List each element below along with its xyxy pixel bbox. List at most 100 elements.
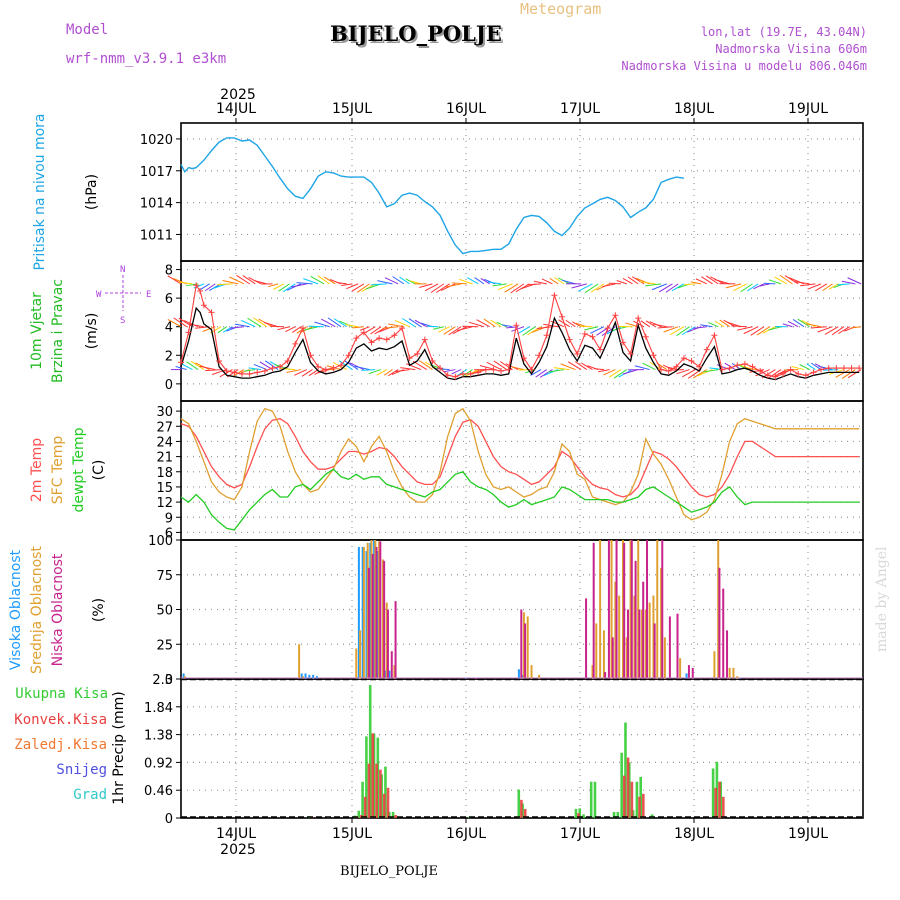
meteogram-label: Meteogram bbox=[520, 0, 601, 18]
wind-arrow bbox=[658, 283, 673, 293]
precip-bar bbox=[612, 811, 616, 818]
cloud-bar bbox=[365, 551, 368, 679]
gust-marker bbox=[360, 329, 367, 336]
wind-arrow bbox=[548, 369, 564, 373]
wind-arrow bbox=[590, 326, 605, 334]
cloud-label-mid: Srednja Oblacnost bbox=[29, 546, 45, 674]
wind-arrow bbox=[236, 274, 250, 285]
gust-marker bbox=[619, 339, 626, 346]
gust-marker bbox=[376, 335, 383, 342]
gust-marker bbox=[444, 372, 451, 379]
wind-arrow bbox=[767, 369, 782, 379]
model-altitude-text: Nadmorska Visina u modelu 806.046m bbox=[621, 59, 867, 73]
y-tick-label: 24 bbox=[156, 435, 173, 450]
wind-arrow bbox=[695, 278, 707, 285]
wind-arrow bbox=[451, 369, 462, 375]
gust-marker bbox=[338, 362, 345, 369]
cloud-bar bbox=[300, 673, 303, 679]
temp-line-1 bbox=[180, 407, 860, 521]
cloud-bar bbox=[381, 559, 384, 679]
wind-arrow bbox=[657, 326, 673, 329]
wind-arrow bbox=[483, 318, 496, 328]
y-tick-label: 2 bbox=[165, 349, 173, 364]
wind-arrow bbox=[824, 326, 839, 335]
panel-frame bbox=[180, 122, 864, 262]
gust-marker bbox=[795, 370, 802, 377]
wind-arrow bbox=[167, 318, 182, 328]
wind-arrow bbox=[847, 277, 862, 285]
wind-arrow bbox=[622, 369, 639, 375]
cloud-bar bbox=[661, 540, 664, 679]
cloud-bar bbox=[308, 674, 311, 679]
cloud-label-low: Niska Oblacnost bbox=[50, 553, 66, 666]
gust-marker bbox=[197, 288, 204, 294]
cloud-bar bbox=[602, 630, 605, 679]
wind-arrow bbox=[805, 323, 822, 328]
wind-arrow bbox=[759, 283, 770, 287]
wind-arrow bbox=[571, 283, 587, 289]
precip-unit: 1hr Precip (mm) bbox=[111, 691, 127, 804]
wind-arrow bbox=[344, 360, 359, 370]
wind-arrow bbox=[219, 369, 233, 378]
y-tick-label: 1011 bbox=[140, 228, 173, 243]
y-tick-label: 27 bbox=[156, 420, 173, 435]
wind-arrow bbox=[579, 325, 593, 328]
cloud-bar bbox=[379, 541, 382, 679]
precip-bar bbox=[624, 722, 627, 818]
wind-arrow bbox=[640, 320, 650, 328]
wind-arrow bbox=[817, 326, 833, 333]
cloud-bar bbox=[390, 651, 393, 679]
wind-arrow bbox=[382, 326, 399, 329]
wind-arrow bbox=[533, 280, 547, 285]
gust-marker bbox=[178, 359, 184, 366]
cloud-bar bbox=[718, 567, 721, 679]
day-label-top: 14JUL bbox=[216, 101, 256, 117]
cloud-bar bbox=[394, 601, 397, 679]
pressure-unit: (hPa) bbox=[84, 174, 100, 210]
gust-marker bbox=[856, 365, 863, 372]
gust-marker bbox=[269, 365, 276, 372]
cloud-bar bbox=[376, 551, 379, 679]
model-name: wrf-nmm_v3.9.1 e3km bbox=[66, 51, 226, 67]
y-tick-label: 1.84 bbox=[144, 701, 173, 716]
pressure-label: Pritisak na nivou mora bbox=[32, 113, 48, 270]
day-label-bottom: 16JUL bbox=[446, 826, 486, 842]
wind-arrow bbox=[581, 362, 593, 371]
wind-arrow bbox=[301, 369, 313, 377]
day-label-top: 18JUL bbox=[674, 101, 714, 117]
gust-marker bbox=[520, 355, 527, 362]
gust-marker bbox=[688, 358, 695, 364]
wind-arrow bbox=[516, 326, 530, 335]
gust-marker bbox=[208, 309, 215, 316]
precip-bar bbox=[650, 814, 654, 818]
cloud-bar bbox=[644, 609, 647, 679]
gust-marker bbox=[840, 365, 847, 372]
wind-arrow bbox=[707, 321, 719, 328]
day-label-bottom: 15JUL bbox=[332, 826, 372, 842]
wind-arrow bbox=[408, 318, 422, 328]
compass-rose: W E N S bbox=[96, 265, 151, 326]
cloud-bar bbox=[383, 560, 386, 679]
cloud-bar bbox=[367, 567, 370, 679]
wind-arrow bbox=[502, 324, 513, 328]
wind-arrow bbox=[356, 283, 370, 293]
wind-arrow bbox=[424, 283, 439, 292]
wind-arrow bbox=[443, 369, 456, 373]
wind-arrow bbox=[216, 283, 233, 286]
wind-arrow bbox=[254, 280, 267, 285]
wind-arrow bbox=[240, 320, 256, 328]
temp-label-sfc: SFC Temp bbox=[50, 436, 66, 505]
wind-arrow bbox=[539, 369, 553, 378]
station-title: BIJELO_POLJE bbox=[330, 21, 502, 46]
wind-arrow bbox=[811, 362, 822, 370]
wind-arrow bbox=[186, 361, 199, 370]
wind-arrow bbox=[445, 283, 462, 288]
wind-arrow bbox=[286, 283, 302, 291]
wind-arrow bbox=[549, 277, 559, 285]
gust-marker bbox=[216, 358, 223, 364]
wind-arrow bbox=[487, 281, 502, 285]
wind-arrow bbox=[468, 321, 485, 328]
gust-marker bbox=[711, 332, 718, 339]
gust-marker bbox=[277, 363, 284, 370]
gust-marker bbox=[475, 369, 482, 376]
